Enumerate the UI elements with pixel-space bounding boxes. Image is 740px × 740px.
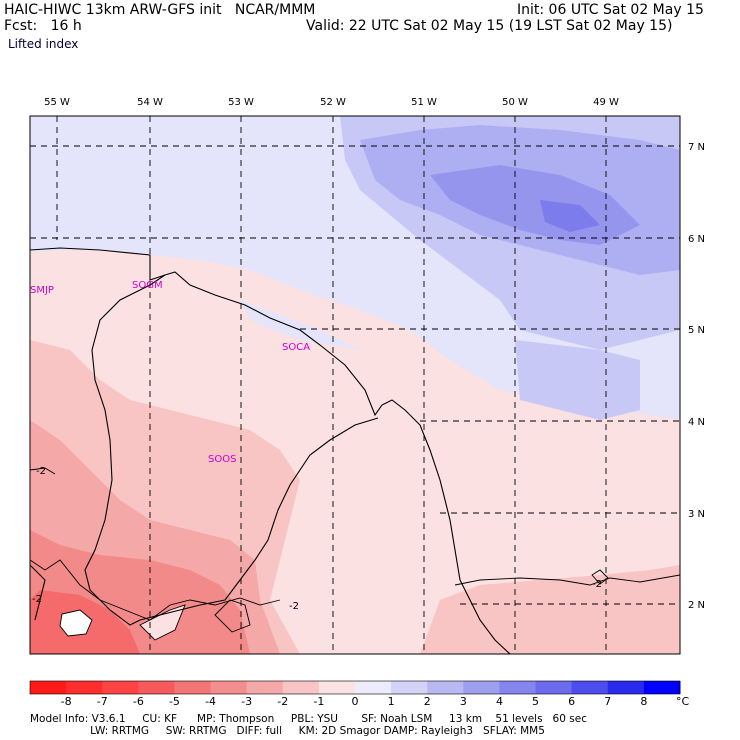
lon-label: 54 W bbox=[137, 97, 163, 108]
lat-labels: 7 N 6 N 5 N 4 N 3 N 2 N bbox=[688, 142, 705, 611]
colorbar-swatch bbox=[210, 681, 248, 694]
colorbar-tick-label: 3 bbox=[460, 695, 467, 708]
station-label: SOGM bbox=[132, 280, 163, 291]
colorbar-tick-label: 6 bbox=[568, 695, 575, 708]
colorbar-swatch bbox=[282, 681, 320, 694]
colorbar-tick-label: -7 bbox=[97, 695, 108, 708]
shading-zero-patch-2 bbox=[140, 605, 185, 640]
colorbar-tick-label: 7 bbox=[604, 695, 611, 708]
colorbar-tick-label: -5 bbox=[169, 695, 180, 708]
shading-zero-patch bbox=[60, 610, 92, 636]
colorbar-swatch bbox=[463, 681, 500, 694]
colorbar-swatch bbox=[427, 681, 464, 694]
contour-labels: -2 -2 -2 -2 bbox=[32, 466, 602, 612]
contour-label: -2 bbox=[36, 466, 46, 477]
colorbar bbox=[29, 680, 681, 695]
colorbar-tick-label: -6 bbox=[133, 695, 144, 708]
colorbar-unit: °C bbox=[676, 695, 690, 708]
colorbar-swatch bbox=[30, 681, 67, 694]
colorbar-swatch bbox=[355, 681, 392, 694]
lon-label: 50 W bbox=[502, 97, 528, 108]
lat-label: 5 N bbox=[688, 325, 705, 336]
colorbar-swatch bbox=[66, 681, 103, 694]
latlon-grid bbox=[30, 116, 680, 654]
lat-label: 6 N bbox=[688, 234, 705, 245]
map-title: HAIC-HIWC 13km ARW-GFS init NCAR/MMM bbox=[4, 2, 316, 18]
contour-label: -2 bbox=[32, 594, 42, 605]
country-border bbox=[84, 274, 379, 626]
colorbar-swatch bbox=[391, 681, 428, 694]
contour-label: -2 bbox=[289, 601, 299, 612]
country-border bbox=[30, 564, 46, 621]
colorbar-labels: -8 -7 -6 -5 -4 -3 -2 -1 0 1 2 3 4 5 6 7 8 bbox=[61, 695, 648, 708]
colorbar-swatch bbox=[138, 681, 175, 694]
contour-line bbox=[30, 467, 56, 475]
colorbar-swatch bbox=[499, 681, 537, 694]
shading-pos-1b bbox=[240, 300, 360, 350]
contour-line bbox=[454, 574, 680, 586]
colorbar-tick-label: 0 bbox=[352, 695, 359, 708]
station-label: SOOS bbox=[208, 454, 236, 465]
colorbar-tick-label: 1 bbox=[388, 695, 395, 708]
colorbar-swatch bbox=[571, 681, 609, 694]
shading-pos-5 bbox=[540, 200, 600, 232]
station-labels: SMJP SOGM SOCA SOOS bbox=[30, 280, 310, 465]
colorbar-swatch bbox=[607, 681, 645, 694]
colorbar-tick-label: 2 bbox=[424, 695, 431, 708]
coastline bbox=[30, 247, 511, 654]
colorbar-tick-label: -4 bbox=[205, 695, 216, 708]
colorbar-swatch bbox=[102, 681, 139, 694]
shading-neg-2b bbox=[420, 565, 680, 654]
colorbar-swatch bbox=[535, 681, 573, 694]
colorbar-tick-label: -8 bbox=[61, 695, 72, 708]
contour-line bbox=[59, 609, 93, 637]
station-label: SOCA bbox=[282, 342, 310, 353]
lat-label: 7 N bbox=[688, 142, 705, 153]
colorbar-tick-label: -3 bbox=[241, 695, 252, 708]
lon-label: 49 W bbox=[593, 97, 619, 108]
colorbar-frame bbox=[29, 680, 681, 695]
model-info-line1: Model Info: V3.6.1 CU: KF MP: Thompson P… bbox=[30, 713, 587, 725]
map-frame bbox=[29, 115, 681, 655]
colorbar-tick-label: -2 bbox=[277, 695, 288, 708]
contour-lines bbox=[30, 467, 680, 641]
forecast-hour: Fcst: 16 h bbox=[4, 18, 82, 34]
lon-label: 53 W bbox=[228, 97, 254, 108]
coastlines bbox=[30, 247, 511, 654]
lon-label: 55 W bbox=[44, 97, 70, 108]
valid-time: Valid: 22 UTC Sat 02 May 15 (19 LST Sat … bbox=[306, 18, 673, 34]
colorbar-swatch bbox=[318, 681, 356, 694]
colorbar-tick-label: -1 bbox=[313, 695, 324, 708]
colorbar-swatch bbox=[174, 681, 212, 694]
lon-label: 51 W bbox=[411, 97, 437, 108]
contour-line bbox=[139, 604, 186, 641]
contour-line bbox=[591, 569, 609, 585]
colorbar-swatch bbox=[246, 681, 284, 694]
lon-label: 52 W bbox=[320, 97, 346, 108]
contour-line bbox=[214, 599, 251, 633]
shading-pos-2b bbox=[515, 340, 640, 420]
init-time: Init: 06 UTC Sat 02 May 15 bbox=[517, 2, 704, 18]
model-info-line2: LW: RRTMG SW: RRTMG DIFF: full KM: 2D Sm… bbox=[30, 725, 545, 737]
lon-labels: 55 W 54 W 53 W 52 W 51 W 50 W 49 W bbox=[44, 97, 619, 108]
lat-label: 2 N bbox=[688, 600, 705, 611]
colorbar-swatch bbox=[643, 681, 681, 694]
lifted-index-shading bbox=[30, 116, 680, 654]
colorbar-tick-label: 8 bbox=[640, 695, 647, 708]
lat-label: 4 N bbox=[688, 417, 705, 428]
station-label: SMJP bbox=[30, 285, 54, 296]
colorbar-tick-label: 4 bbox=[496, 695, 503, 708]
field-name: Lifted index bbox=[8, 37, 79, 51]
colorbar-tick-label: 5 bbox=[532, 695, 539, 708]
contour-label: -2 bbox=[592, 579, 602, 590]
lat-label: 3 N bbox=[688, 509, 705, 520]
